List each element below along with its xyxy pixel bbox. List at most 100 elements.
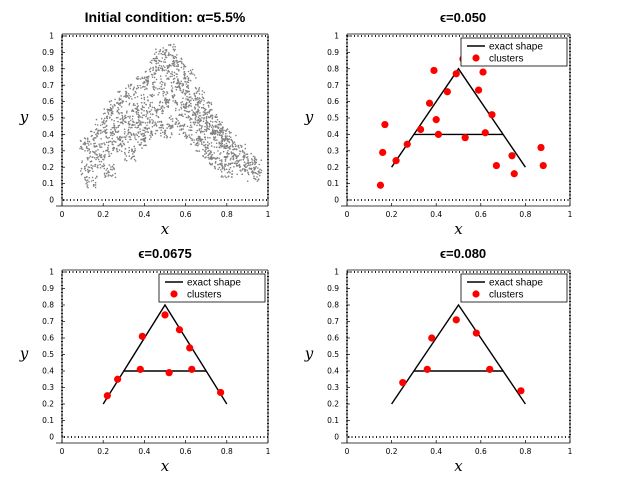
- particle-point: [210, 145, 213, 147]
- particle-point: [204, 151, 207, 153]
- particle-point: [250, 152, 252, 155]
- particle-point: [229, 163, 231, 166]
- particle-point: [100, 138, 102, 140]
- particle-point: [111, 141, 114, 143]
- particle-point: [179, 82, 182, 85]
- particle-point: [96, 124, 99, 126]
- particle-point: [202, 154, 204, 157]
- particle-point: [187, 116, 189, 119]
- particle-point: [186, 105, 188, 108]
- particle-point: [184, 92, 186, 95]
- particle-point: [151, 93, 154, 96]
- particle-point: [223, 144, 226, 146]
- particle-point: [88, 144, 90, 146]
- cluster-point: [403, 140, 411, 148]
- particle-point: [145, 76, 148, 79]
- panel-eps-0050: 0 0.2 0.4 0.6 0.8 1 0 0.1 0.2 0.3 0.4 0.5 0.6 0.7 0.8 0…: [304, 10, 573, 238]
- particle-point: [148, 68, 151, 71]
- particle-point: [86, 184, 89, 186]
- particle-point: [238, 159, 241, 162]
- particle-point: [177, 80, 180, 83]
- particle-point: [106, 117, 109, 120]
- particle-point: [131, 98, 133, 100]
- particle-point: [88, 152, 91, 154]
- particle-point: [168, 71, 170, 73]
- particle-point: [136, 105, 139, 108]
- particle-point: [209, 137, 211, 139]
- particle-point: [255, 172, 258, 175]
- particle-point: [136, 134, 139, 137]
- particle-point: [207, 144, 209, 146]
- particle-point: [143, 102, 146, 104]
- particle-point: [239, 169, 241, 172]
- particle-point: [92, 183, 95, 186]
- cluster-point: [379, 148, 387, 157]
- y-tick-label: 0.2: [327, 400, 339, 409]
- particle-point: [205, 130, 208, 132]
- particle-point: [95, 153, 98, 156]
- particle-point: [246, 180, 249, 182]
- particle-point: [235, 134, 237, 137]
- particle-point: [127, 133, 129, 135]
- particle-point: [228, 148, 231, 150]
- particle-point: [181, 61, 183, 63]
- particle-point: [151, 76, 154, 78]
- particle-point: [87, 166, 90, 168]
- particle-point: [221, 175, 223, 177]
- particle-point: [235, 157, 238, 160]
- x-tick-label: 0: [60, 210, 65, 219]
- particle-point: [96, 145, 98, 148]
- particle-point: [182, 132, 184, 135]
- particle-point: [132, 110, 135, 112]
- particle-point: [209, 132, 212, 134]
- legend-label-clusters: clusters: [187, 290, 221, 301]
- particle-point: [119, 139, 122, 141]
- particle-point: [102, 113, 105, 115]
- particle-point: [182, 63, 185, 65]
- particle-point: [91, 134, 93, 137]
- particle-point: [165, 134, 168, 137]
- y-tick-label: 1: [334, 32, 339, 41]
- particle-point: [139, 123, 141, 125]
- particle-point: [219, 159, 221, 162]
- particle-point: [232, 157, 235, 159]
- particle-point: [146, 111, 148, 113]
- particle-point: [178, 133, 181, 135]
- particle-point: [149, 116, 151, 119]
- particle-point: [115, 127, 118, 129]
- particle-point: [134, 148, 136, 150]
- particle-point: [240, 146, 243, 148]
- particle-point: [161, 69, 164, 71]
- particle-point: [248, 162, 250, 164]
- cluster-point: [161, 311, 169, 319]
- particle-point: [172, 48, 175, 51]
- particle-point: [225, 176, 227, 179]
- particle-point: [184, 132, 187, 134]
- particle-point: [163, 69, 165, 72]
- particle-point: [164, 58, 166, 61]
- particle-point: [125, 159, 128, 162]
- particle-point: [79, 147, 81, 150]
- particle-point: [149, 104, 151, 106]
- y-tick-label: 0.8: [327, 301, 339, 310]
- y-tick-label: 0.2: [327, 163, 339, 172]
- particle-point: [203, 100, 205, 102]
- particle-point: [128, 149, 131, 152]
- particle-point: [168, 100, 170, 102]
- particle-point: [140, 87, 142, 89]
- particle-point: [116, 110, 118, 113]
- particle-point: [180, 89, 182, 92]
- particle-point: [208, 102, 211, 104]
- particle-point: [103, 174, 106, 176]
- particle-point: [228, 141, 231, 144]
- particle-point: [117, 126, 119, 129]
- particle-point: [105, 172, 108, 175]
- particle-point: [254, 163, 256, 166]
- particle-point: [155, 62, 158, 65]
- particle-point: [149, 120, 151, 123]
- cluster-point: [488, 111, 496, 119]
- particle-point: [245, 153, 247, 156]
- particle-point: [231, 170, 234, 172]
- particle-point: [232, 152, 234, 154]
